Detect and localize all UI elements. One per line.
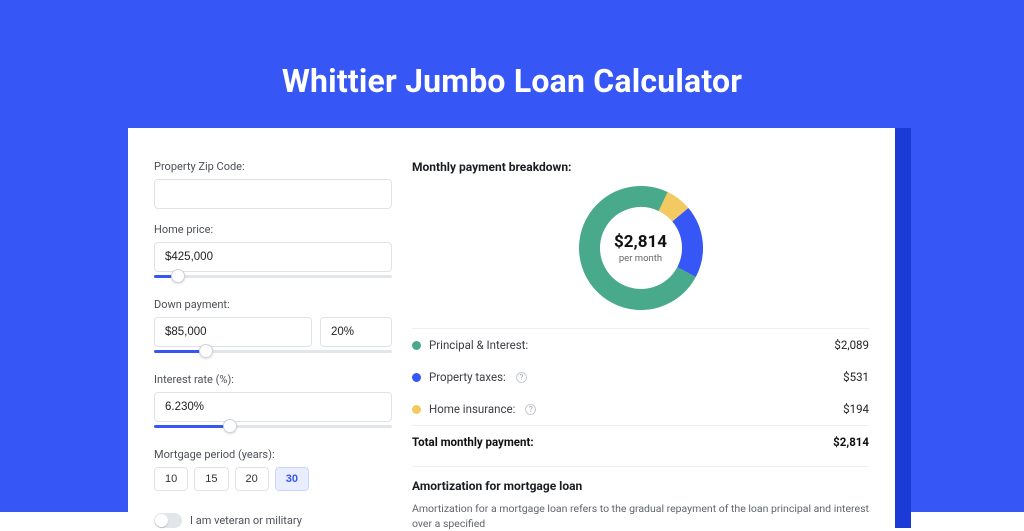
interest-rate-label: Interest rate (%): — [154, 373, 392, 386]
legend-swatch — [412, 373, 421, 382]
legend-value: $194 — [843, 402, 869, 416]
donut-chart: $2,814 per month — [579, 186, 703, 310]
slider-track — [154, 275, 392, 278]
legend-swatch — [412, 341, 421, 350]
legend-value: $531 — [843, 370, 869, 384]
donut-sub: per month — [619, 253, 662, 264]
home-price-input[interactable] — [154, 242, 392, 272]
down-payment-percent-input[interactable] — [320, 317, 392, 347]
slider-thumb[interactable] — [199, 344, 213, 358]
down-payment-slider[interactable] — [154, 345, 392, 359]
donut-amount: $2,814 — [614, 232, 667, 252]
slider-thumb[interactable] — [223, 419, 237, 433]
legend-row: Principal & Interest: $2,089 — [412, 329, 869, 361]
zip-input[interactable] — [154, 179, 392, 209]
amortization-text: Amortization for a mortgage loan refers … — [412, 501, 869, 531]
mortgage-period-option[interactable]: 20 — [235, 467, 269, 491]
legend-swatch — [412, 405, 421, 414]
donut-area: $2,814 per month — [412, 184, 869, 322]
legend-value: $2,089 — [834, 338, 869, 352]
donut-center: $2,814 per month — [579, 186, 703, 310]
down-payment-amount-input[interactable] — [154, 317, 312, 347]
mortgage-period-options: 1015 2030 — [154, 467, 392, 491]
slider-thumb[interactable] — [171, 269, 185, 283]
mortgage-period-option[interactable]: 30 — [275, 467, 309, 491]
slider-fill — [154, 425, 230, 428]
form-panel: Property Zip Code: Home price: Down paym… — [154, 152, 392, 528]
calculator-card: Property Zip Code: Home price: Down paym… — [128, 128, 895, 528]
legend-left: Total monthly payment: — [412, 435, 534, 449]
toggle-knob — [155, 514, 168, 527]
legend-label: Property taxes: — [429, 370, 506, 384]
stage: Whittier Jumbo Loan Calculator Property … — [0, 0, 1024, 512]
down-payment-label: Down payment: — [154, 298, 392, 311]
veteran-label: I am veteran or military — [190, 514, 302, 527]
legend-total-value: $2,814 — [833, 435, 869, 449]
down-payment-row — [154, 317, 392, 347]
legend-left: Principal & Interest: — [412, 338, 528, 352]
amortization-section: Amortization for mortgage loan Amortizat… — [412, 466, 869, 531]
breakdown-title: Monthly payment breakdown: — [412, 160, 869, 174]
interest-rate-slider[interactable] — [154, 420, 392, 434]
page-title: Whittier Jumbo Loan Calculator — [0, 0, 1024, 100]
home-price-slider[interactable] — [154, 270, 392, 284]
mortgage-period-label: Mortgage period (years): — [154, 448, 392, 461]
legend-label: Home insurance: — [429, 402, 515, 416]
legend-total-label: Total monthly payment: — [412, 435, 534, 449]
zip-label: Property Zip Code: — [154, 160, 392, 173]
legend-left: Home insurance:? — [412, 402, 536, 416]
legend: Principal & Interest: $2,089 Property taxe… — [412, 328, 869, 458]
breakdown-panel: Monthly payment breakdown: $2,814 per mo… — [412, 152, 869, 528]
legend-row: Home insurance:? $194 — [412, 393, 869, 425]
mortgage-period-option[interactable]: 10 — [154, 467, 188, 491]
legend-total-row: Total monthly payment: $2,814 — [412, 425, 869, 458]
legend-left: Property taxes:? — [412, 370, 527, 384]
mortgage-period-option[interactable]: 15 — [194, 467, 228, 491]
home-price-label: Home price: — [154, 223, 392, 236]
interest-rate-input[interactable] — [154, 392, 392, 422]
legend-row: Property taxes:? $531 — [412, 361, 869, 393]
veteran-row: I am veteran or military — [154, 513, 392, 528]
amortization-title: Amortization for mortgage loan — [412, 479, 869, 493]
info-icon[interactable]: ? — [525, 404, 536, 415]
veteran-toggle[interactable] — [154, 513, 182, 528]
info-icon[interactable]: ? — [516, 372, 527, 383]
legend-label: Principal & Interest: — [429, 338, 528, 352]
